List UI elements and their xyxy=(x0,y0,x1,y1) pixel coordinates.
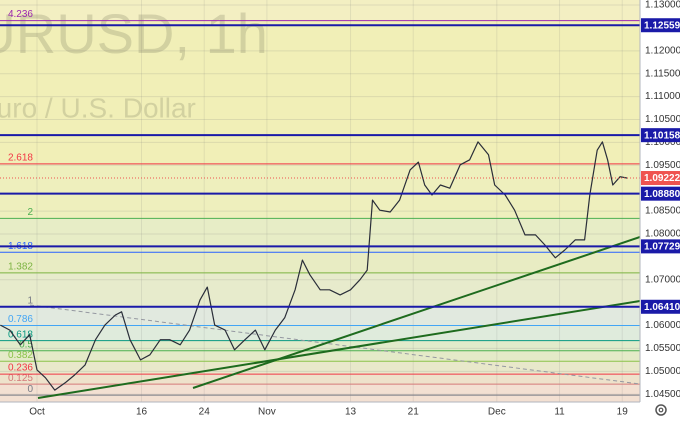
y-tick-label: 1.10500 xyxy=(645,114,680,125)
watermark: EURUSD, 1h Euro / U.S. Dollar xyxy=(0,2,268,124)
level-label-box xyxy=(641,239,680,254)
fib-label: 4.236 xyxy=(8,9,33,20)
fib-band xyxy=(0,20,640,164)
fib-label: 0.5 xyxy=(19,339,33,350)
gear-hub[interactable] xyxy=(658,407,664,413)
x-tick-label: Dec xyxy=(488,407,506,418)
levels xyxy=(0,24,640,308)
level-label: 1.07729 xyxy=(644,242,680,253)
fib-label: 0.618 xyxy=(8,329,33,340)
fib-label: 0.786 xyxy=(8,314,33,325)
level-label-box xyxy=(641,128,680,143)
y-tick-label: 1.12000 xyxy=(645,45,680,56)
fib-label: 0.125 xyxy=(8,373,33,384)
level-label-box xyxy=(641,299,680,314)
fib-label: 1 xyxy=(27,295,33,306)
fib-band xyxy=(0,325,640,341)
level-label: 1.06410 xyxy=(644,302,680,313)
level-label: 1.12559 xyxy=(644,20,680,31)
x-tick-label: 24 xyxy=(199,407,211,418)
y-tick-label: 1.05500 xyxy=(645,343,680,354)
fib-label: 0.382 xyxy=(8,350,33,361)
x-tick-label: Oct xyxy=(29,407,45,418)
fib-label: 0 xyxy=(27,384,33,395)
price xyxy=(0,141,628,391)
fib-band xyxy=(0,361,640,375)
trendline xyxy=(192,236,640,389)
y-tick-label: 1.07000 xyxy=(645,274,680,285)
axes: 1.13000 1.12000 1.11500 1.11000 1.10500 1.100… xyxy=(29,0,680,418)
level-label: 1.10158 xyxy=(644,130,680,141)
y-tick-label: 1.05000 xyxy=(645,366,680,377)
fib-band xyxy=(0,252,640,273)
gear[interactable] xyxy=(655,404,667,416)
x-tick-label: 13 xyxy=(345,407,357,418)
fib-label: 2 xyxy=(27,207,33,218)
level-label-box xyxy=(641,186,680,201)
trendline xyxy=(37,300,640,399)
time-axis xyxy=(0,402,640,422)
fib-band xyxy=(0,384,640,396)
y-tick-label: 1.08000 xyxy=(645,229,680,240)
fib-label: 0.236 xyxy=(8,363,33,374)
fib-band xyxy=(0,306,640,326)
y-tick-label: 1.04500 xyxy=(645,389,680,400)
price-axis xyxy=(640,0,680,422)
fib-band xyxy=(0,374,640,385)
last-price-label: 1.09222 xyxy=(644,173,680,184)
y-tick-label: 1.09500 xyxy=(645,160,680,171)
x-tick-label: 21 xyxy=(408,407,420,418)
y-tick-label: 1.08500 xyxy=(645,206,680,217)
price-line xyxy=(0,141,628,391)
dashed-trendline xyxy=(29,304,640,385)
y-tick-label: 1.11500 xyxy=(645,68,680,79)
y-tick-label: 1.11000 xyxy=(645,91,680,102)
x-tick-label: 16 xyxy=(136,407,148,418)
settings-icon[interactable] xyxy=(655,404,667,416)
watermark-symbol: EURUSD, 1h xyxy=(0,2,268,65)
fib-band xyxy=(0,350,640,362)
x-tick-label: 19 xyxy=(617,407,629,418)
fib-band xyxy=(0,395,640,402)
fib-label: 2.618 xyxy=(8,153,33,164)
y-tick-label: 1.13000 xyxy=(645,0,680,11)
fib-label: 1.382 xyxy=(8,262,33,273)
watermark-description: Euro / U.S. Dollar xyxy=(0,92,196,123)
x-tick-label: Nov xyxy=(258,407,276,418)
y-tick-label: 1.10000 xyxy=(645,137,680,148)
x-tick-label: 11 xyxy=(554,407,565,418)
y-tick-label: 1.06000 xyxy=(645,320,680,331)
level-label: 1.08880 xyxy=(644,189,680,200)
fib-band xyxy=(0,0,640,21)
last-price-box xyxy=(641,171,680,186)
fib-band xyxy=(0,163,640,219)
level-label-box xyxy=(641,18,680,33)
trendlines xyxy=(29,236,640,399)
